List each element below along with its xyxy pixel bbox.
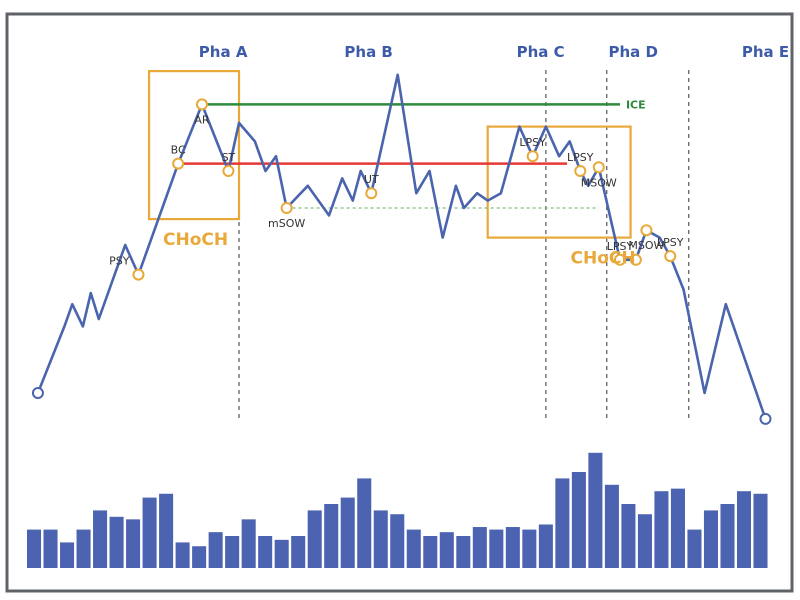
price-point [629,253,642,266]
point-label: MSOW [581,176,617,189]
volume-bar [406,529,421,568]
price-point [172,157,185,170]
volume-bar [423,536,438,568]
point-label: UT [364,173,379,186]
volume-bar [324,504,339,568]
volume-bar [76,529,91,568]
price-point [132,268,145,281]
volume-bar [456,536,471,568]
choch-boxes [147,69,632,239]
choch-box [147,69,241,221]
phase-label: Pha A [199,43,248,61]
volume-bar [126,519,141,568]
volume-bar [720,504,735,568]
volume-bar [307,510,322,568]
phase-label: Pha C [517,43,565,61]
volume-bar [670,488,685,568]
phase-label: Pha B [344,43,392,61]
ice-label: ICE [626,98,646,111]
volume-bars [27,452,768,568]
volume-bar [522,529,537,568]
volume-bar [621,504,636,568]
volume-bar [291,536,306,568]
point-label: LPSY [519,136,546,149]
volume-bar [142,497,157,568]
phase-labels: Pha A Pha B Pha C Pha D Pha E [199,43,789,61]
point-label: mSOW [268,217,305,230]
volume-bar [27,529,42,568]
volume-bar [753,493,768,568]
price-point [759,412,772,425]
volume-bar [489,529,504,568]
volume-bar [687,529,702,568]
volume-bar [373,510,388,568]
price-levels: ICE [178,98,646,209]
volume-bar [555,478,570,568]
volume-bar [192,546,207,568]
volume-bar [538,524,553,568]
phase-label: Pha E [742,43,789,61]
point-label: LPSY [607,240,634,253]
volume-bar [258,536,273,568]
point-label: LPSY [567,151,594,164]
volume-bar [159,493,174,568]
point-label: AR [194,113,210,126]
volume-bar [340,497,355,568]
volume-bar [357,478,372,568]
volume-bar [472,527,487,568]
volume-bar [588,452,603,568]
volume-bar [390,514,405,568]
volume-bar [274,539,289,568]
volume-bar [60,542,75,568]
choch-box [486,125,632,239]
point-label: LPSY [657,236,684,249]
volume-bar [93,510,108,568]
point-label: ST [222,151,236,164]
price-point [664,250,677,263]
volume-bar [736,491,752,568]
point-label: PSY [109,255,130,268]
price-point [280,202,293,214]
volume-bar [604,484,619,568]
point-label: BC [171,144,186,157]
volume-bar [637,514,652,568]
volume-bar [241,519,256,568]
price-point [31,387,44,399]
volume-bar [571,472,586,568]
volume-bar [175,542,190,568]
point-labels: PSYBCARSTmSOWUTLPSYLPSYMSOWLPSYMSOWLPSYC… [109,113,684,268]
choch-label: CHoCH [163,230,228,250]
choch-label: CHoCH [571,249,636,269]
price-point [222,165,235,177]
point-label: MSOW [628,239,664,252]
chart-border [5,12,794,593]
price-point [195,98,208,111]
price-points [31,98,772,425]
volume-bar [225,536,240,568]
volume-bar [439,532,454,568]
volume-bar [208,532,223,568]
price-point [574,165,587,177]
price-point [592,161,605,174]
volume-bar [505,527,520,568]
price-point [640,224,653,237]
volume-bar [109,516,124,568]
price-point [365,187,378,200]
price-point [526,150,539,163]
phase-label: Pha D [608,43,657,61]
volume-bar [703,510,718,568]
price-point [613,253,626,266]
volume-bar [43,529,58,568]
volume-bar [654,491,669,568]
